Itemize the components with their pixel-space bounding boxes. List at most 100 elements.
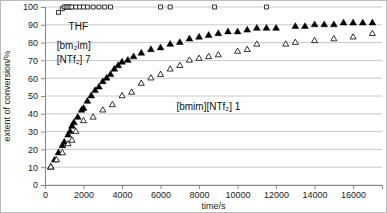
point [148, 75, 154, 80]
tick-label: 50 [28, 91, 38, 101]
point [167, 66, 173, 71]
tick: 100 [23, 2, 45, 12]
tick: 0 [43, 185, 48, 200]
x-axis-title: time/s [201, 201, 226, 211]
point [73, 128, 79, 133]
point [124, 56, 131, 62]
point [74, 113, 81, 119]
point [100, 107, 106, 112]
point [103, 5, 107, 9]
series [56, 5, 268, 14]
axis-line [41, 8, 46, 186]
tick-mark [238, 185, 239, 189]
annotation: [bm₂im] [57, 40, 91, 51]
tick: 2000 [74, 185, 94, 200]
grid-line [45, 78, 382, 79]
point [82, 5, 86, 9]
tick-label: 100 [23, 2, 38, 12]
point [212, 5, 216, 9]
point [129, 89, 135, 94]
tick: 8000 [190, 185, 210, 200]
tick-label: 10000 [226, 190, 251, 200]
grid-line [45, 149, 382, 150]
tick: 4000 [113, 185, 133, 200]
y-axis: 0102030405060708090100 [23, 2, 46, 190]
point [80, 117, 86, 122]
tick-mark [41, 149, 45, 150]
point [56, 10, 60, 14]
series [47, 19, 375, 169]
point [263, 24, 270, 30]
grid-line [45, 60, 382, 61]
point [130, 53, 137, 59]
tick: 40 [28, 109, 45, 119]
point [167, 40, 174, 46]
point [206, 53, 212, 58]
annotation: THF [69, 21, 88, 32]
point [350, 34, 356, 39]
tick-mark [41, 167, 45, 168]
tick-label: 80 [28, 38, 38, 48]
point [138, 49, 145, 55]
tick-label: 30 [28, 127, 38, 137]
tick-mark [41, 78, 45, 79]
point [350, 19, 357, 25]
point [340, 19, 347, 25]
point [225, 28, 232, 34]
point [48, 164, 54, 169]
point [84, 97, 91, 103]
x-axis: 0 2000 4000 6000 8000 10000 12000 14000 16000 [43, 185, 383, 200]
tick-mark [122, 185, 123, 189]
tick: 20 [28, 145, 45, 155]
point [253, 24, 260, 30]
point [59, 149, 65, 154]
point [90, 114, 96, 119]
point [215, 52, 221, 57]
tick-label: 0 [43, 190, 48, 200]
tick-label: 12000 [264, 190, 289, 200]
tick-label: 90 [28, 20, 38, 30]
axis-line [46, 186, 383, 190]
point [91, 5, 95, 9]
point [186, 35, 193, 41]
point [108, 5, 112, 9]
tick-mark [41, 25, 45, 26]
point [74, 5, 78, 9]
tick: 14000 [303, 185, 328, 200]
point [138, 80, 144, 85]
point [359, 19, 366, 25]
tick-mark [84, 185, 85, 189]
tick: 50 [28, 91, 45, 101]
point [292, 39, 298, 44]
point [78, 5, 82, 9]
tick-mark [41, 114, 45, 115]
point [312, 37, 318, 42]
point [158, 71, 164, 76]
point [69, 137, 75, 142]
point [80, 105, 87, 111]
point [234, 28, 241, 34]
tick: 16000 [341, 185, 366, 200]
point [109, 101, 115, 106]
tick-mark [199, 185, 200, 189]
tick-label: 14000 [303, 190, 328, 200]
point [85, 5, 89, 9]
point [205, 32, 212, 38]
tick: 80 [28, 38, 45, 48]
point [215, 30, 222, 36]
point [283, 41, 289, 46]
point [70, 5, 74, 9]
tick-label: 60 [28, 74, 38, 84]
tick-label: 6000 [151, 190, 171, 200]
tick-mark [41, 185, 45, 186]
point [254, 41, 260, 46]
point [264, 5, 268, 9]
tick-mark [41, 43, 45, 44]
tick-label: 4000 [113, 190, 133, 200]
point [244, 26, 251, 32]
tick: 60 [28, 74, 45, 84]
tick-label: 0 [33, 180, 38, 190]
grid-line [45, 167, 382, 168]
plot: 0 2000 4000 6000 8000 10000 12000 14000 16000 0 10… [23, 2, 383, 200]
point [196, 33, 203, 39]
